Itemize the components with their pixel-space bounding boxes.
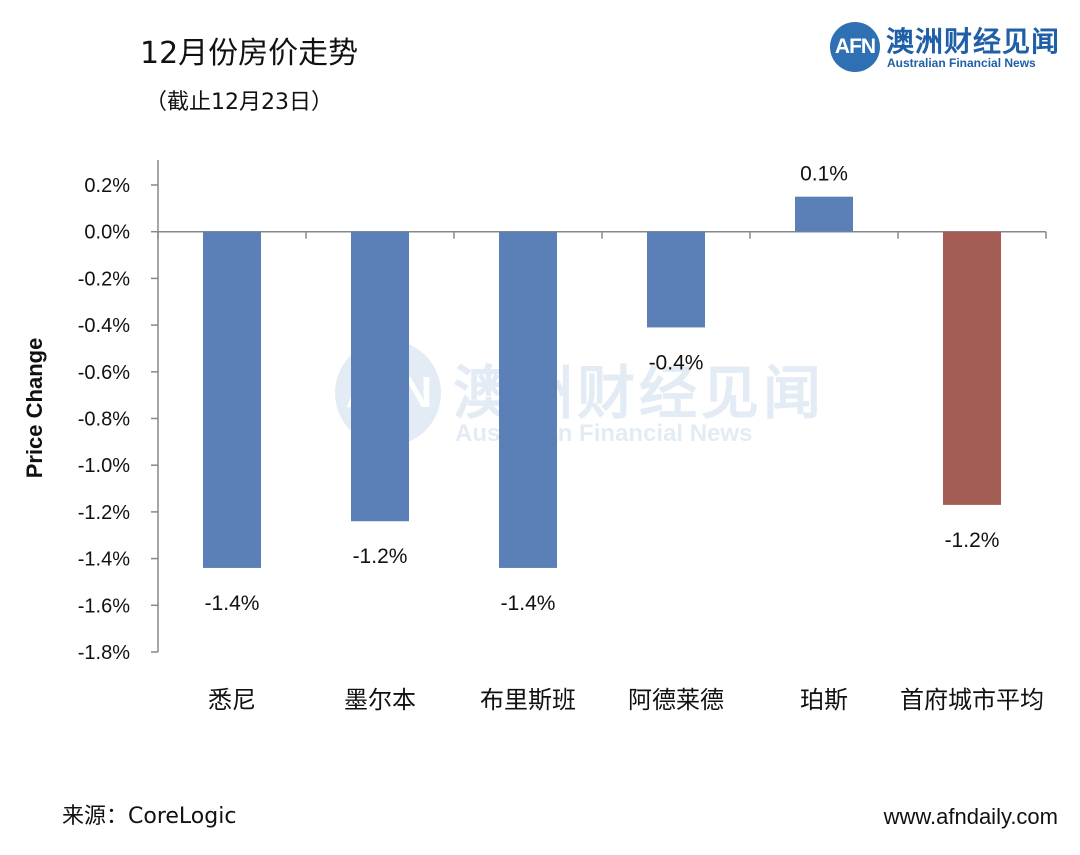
chart-subtitle: （截止12月23日） (145, 90, 333, 115)
logo-name-cn: 澳洲财经见闻 (886, 25, 1061, 58)
website-url[interactable]: www.afndaily.com (883, 804, 1058, 829)
category-label: 阿德莱德 (628, 686, 724, 714)
y-tick-label: 0.0% (84, 222, 130, 244)
bar-4 (647, 231, 705, 328)
data-label: -1.2% (945, 529, 1000, 552)
category-label: 布里斯班 (480, 686, 576, 714)
data-label: -1.2% (353, 545, 408, 568)
bar-1 (203, 231, 261, 568)
y-tick-label: -0.8% (78, 409, 130, 431)
y-axis-title: Price Change (22, 338, 47, 479)
y-tick-label: -0.6% (78, 362, 130, 384)
data-label: -1.4% (205, 592, 260, 615)
source-note: 来源：CoreLogic (62, 804, 237, 829)
category-label: 墨尔本 (344, 686, 416, 714)
data-label: 0.1% (800, 163, 848, 186)
bar-6 (943, 231, 1001, 505)
bar-5 (795, 196, 853, 232)
y-tick-label: 0.2% (84, 175, 130, 197)
y-tick-label: -1.2% (78, 502, 130, 524)
chart-axes: 0.2% 0.0% -0.2% -0.4% -0.6% -0.8% -1.0% -1.2% -1… (22, 160, 1047, 664)
afn-logo: AFN 澳洲财经见闻 Australian Financial News (830, 20, 1070, 76)
chart-labels: -1.4% 悉尼 -1.2% 墨尔本 -1.4% 布里斯班 -0.4% 阿德莱德 0.1% 珀斯 -… (205, 163, 1044, 714)
chart-bars (203, 196, 1001, 568)
y-tick-label: -1.8% (78, 642, 130, 664)
category-label: 首府城市平均 (900, 686, 1044, 714)
y-tick-label: -0.4% (78, 315, 130, 337)
logo-name-en: Australian Financial News (887, 56, 1036, 70)
y-tick-label: -1.6% (78, 595, 130, 617)
data-label: -1.4% (501, 592, 556, 615)
category-label: 珀斯 (800, 686, 848, 714)
y-tick-label: -0.2% (78, 268, 130, 290)
bar-3 (499, 231, 557, 568)
category-label: 悉尼 (208, 686, 256, 714)
chart-title: 12月份房价走势 (140, 36, 359, 71)
afn-logo-icon: AFN (830, 22, 880, 72)
y-tick-label: -1.4% (78, 549, 130, 571)
bar-2 (351, 231, 409, 522)
y-tick-label: -1.0% (78, 455, 130, 477)
data-label: -0.4% (649, 351, 704, 374)
